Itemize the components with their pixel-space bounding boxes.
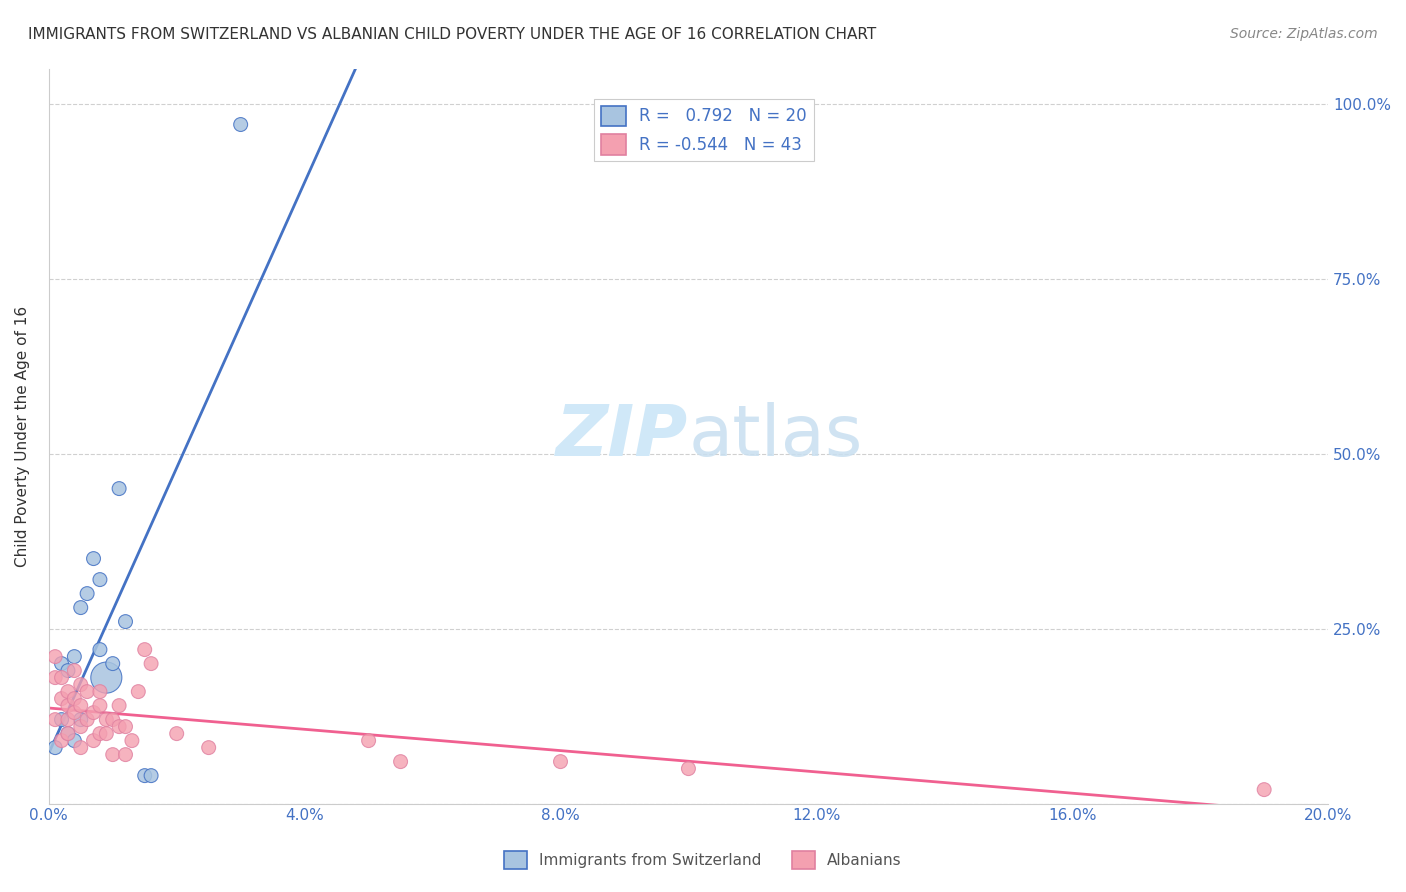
Point (76, 684, 98, 698)
Point (63, 691, 86, 706)
Point (56, 698, 79, 713)
Text: atlas: atlas (689, 401, 863, 471)
Text: ZIP: ZIP (557, 401, 689, 471)
Point (76, 586, 98, 600)
Point (139, 769, 162, 783)
Point (51, 733, 73, 747)
Point (134, 769, 156, 783)
Point (69, 677, 91, 691)
Point (83, 733, 105, 747)
Point (51, 713, 73, 727)
Point (63, 733, 86, 747)
Point (44, 671, 66, 685)
Point (96, 671, 118, 685)
Point (56, 684, 79, 698)
Point (357, 733, 380, 747)
Point (89, 684, 111, 698)
Point (197, 740, 219, 755)
Point (51, 671, 73, 685)
Point (69, 720, 91, 734)
Legend: R =   0.792   N = 20, R = -0.544   N = 43: R = 0.792 N = 20, R = -0.544 N = 43 (595, 99, 814, 161)
Point (76, 713, 98, 727)
Point (114, 720, 136, 734)
Point (108, 698, 131, 713)
Point (96, 726, 118, 740)
Point (56, 664, 79, 678)
Y-axis label: Child Poverty Under the Age of 16: Child Poverty Under the Age of 16 (15, 305, 30, 566)
Point (389, 755, 412, 769)
Point (139, 657, 162, 671)
Point (166, 726, 188, 740)
Point (108, 482, 131, 496)
Point (69, 698, 91, 713)
Point (83, 551, 105, 566)
Point (56, 726, 79, 740)
Point (101, 713, 124, 727)
Point (69, 713, 91, 727)
Point (44, 649, 66, 664)
Point (44, 740, 66, 755)
Point (114, 747, 136, 762)
Point (63, 706, 86, 720)
Point (101, 747, 124, 762)
Point (114, 615, 136, 629)
Point (83, 706, 105, 720)
Point (44, 713, 66, 727)
Point (89, 573, 111, 587)
Point (56, 726, 79, 740)
Point (63, 649, 86, 664)
Point (51, 657, 73, 671)
Point (127, 684, 149, 698)
Text: Source: ZipAtlas.com: Source: ZipAtlas.com (1230, 27, 1378, 41)
Point (89, 698, 111, 713)
Point (51, 691, 73, 706)
Point (63, 664, 86, 678)
Point (56, 713, 79, 727)
Point (101, 657, 124, 671)
Point (229, 118, 252, 132)
Point (121, 733, 143, 747)
Point (89, 726, 111, 740)
Point (550, 755, 572, 769)
Point (1253, 782, 1275, 797)
Point (134, 642, 156, 657)
Point (89, 642, 111, 657)
Point (69, 740, 91, 755)
Point (678, 762, 700, 776)
Legend: Immigrants from Switzerland, Albanians: Immigrants from Switzerland, Albanians (498, 845, 908, 875)
Point (108, 720, 131, 734)
Point (69, 600, 91, 615)
Text: IMMIGRANTS FROM SWITZERLAND VS ALBANIAN CHILD POVERTY UNDER THE AGE OF 16 CORREL: IMMIGRANTS FROM SWITZERLAND VS ALBANIAN … (28, 27, 876, 42)
Point (96, 713, 118, 727)
